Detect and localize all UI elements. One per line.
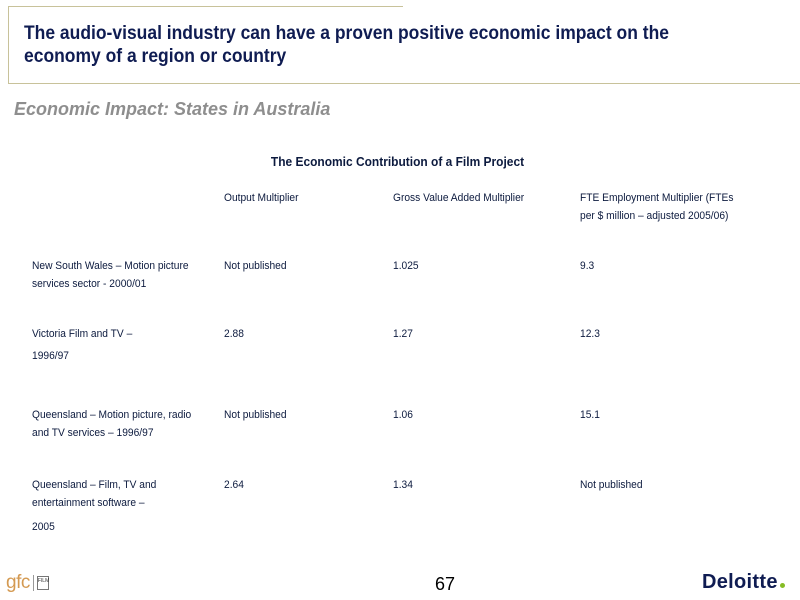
row-nsw-fte: 9.3 [580, 260, 595, 272]
row-nsw-output: Not published [224, 260, 287, 272]
page-number: 67 [434, 574, 456, 594]
row-nsw-label-line-1: New South Wales – Motion picture [32, 260, 189, 272]
row-qld-2005-label-line-1: Queensland – Film, TV and [32, 479, 157, 491]
header-fte-line-1: FTE Employment Multiplier (FTEs [580, 192, 734, 204]
deloitte-logo: Deloitte [702, 571, 785, 594]
row-victoria-output: 2.88 [224, 328, 244, 340]
table-title: The Economic Contribution of a Film Proj… [270, 154, 525, 169]
deloitte-logo-text: Deloitte [702, 571, 778, 593]
slide-title-line-1: The audio-visual industry can have a pro… [24, 23, 669, 44]
gfc-logo: gfc FILM [6, 572, 49, 594]
header-frame-bottom [8, 83, 800, 84]
row-qld-2005-output: 2.64 [224, 479, 244, 491]
slide-title-line-2: economy of a region or country [24, 46, 287, 67]
header-frame-left [8, 6, 9, 84]
row-qld-1996-label: Queensland – Motion picture, radio and T… [32, 406, 218, 442]
row-qld-1996-gva: 1.06 [393, 409, 413, 421]
header-fte-multiplier: FTE Employment Multiplier (FTEs per $ mi… [580, 189, 766, 225]
gfc-logo-text: gfc [6, 572, 30, 593]
row-nsw-label: New South Wales – Motion picture service… [32, 257, 218, 293]
row-qld-2005-label-line-3: 2005 [32, 521, 55, 533]
slide-subtitle: Economic Impact: States in Australia [14, 99, 331, 119]
row-qld-2005-fte: Not published [580, 479, 643, 491]
deloitte-logo-dot [779, 583, 785, 588]
slide-title: The audio-visual industry can have a pro… [24, 22, 686, 68]
header-gva-multiplier: Gross Value Added Multiplier [393, 192, 525, 204]
header-output-multiplier: Output Multiplier [224, 192, 299, 204]
row-victoria-label-line-1: Victoria Film and TV – [32, 328, 133, 340]
row-qld-1996-output: Not published [224, 409, 287, 421]
row-qld-2005-gva: 1.34 [393, 479, 413, 491]
row-qld-2005-label-line-2: entertainment software – [32, 497, 145, 509]
gfc-logo-separator [32, 575, 34, 591]
header-frame-top [8, 6, 403, 7]
header-fte-line-2: per $ million – adjusted 2005/06) [580, 210, 729, 222]
row-qld-2005-label: Queensland – Film, TV and entertainment … [32, 476, 218, 536]
row-qld-1996-label-line-1: Queensland – Motion picture, radio [32, 409, 192, 421]
row-nsw-gva: 1.025 [393, 260, 419, 272]
row-qld-1996-fte: 15.1 [580, 409, 600, 421]
row-victoria-label-line-2: 1996/97 [32, 350, 69, 362]
row-victoria-label: Victoria Film and TV – 1996/97 [32, 325, 218, 365]
gfc-logo-box: FILM [36, 576, 49, 590]
row-victoria-fte: 12.3 [580, 328, 600, 340]
row-nsw-label-line-2: services sector - 2000/01 [32, 278, 147, 290]
row-victoria-gva: 1.27 [393, 328, 413, 340]
row-qld-1996-label-line-2: and TV services – 1996/97 [32, 427, 154, 439]
